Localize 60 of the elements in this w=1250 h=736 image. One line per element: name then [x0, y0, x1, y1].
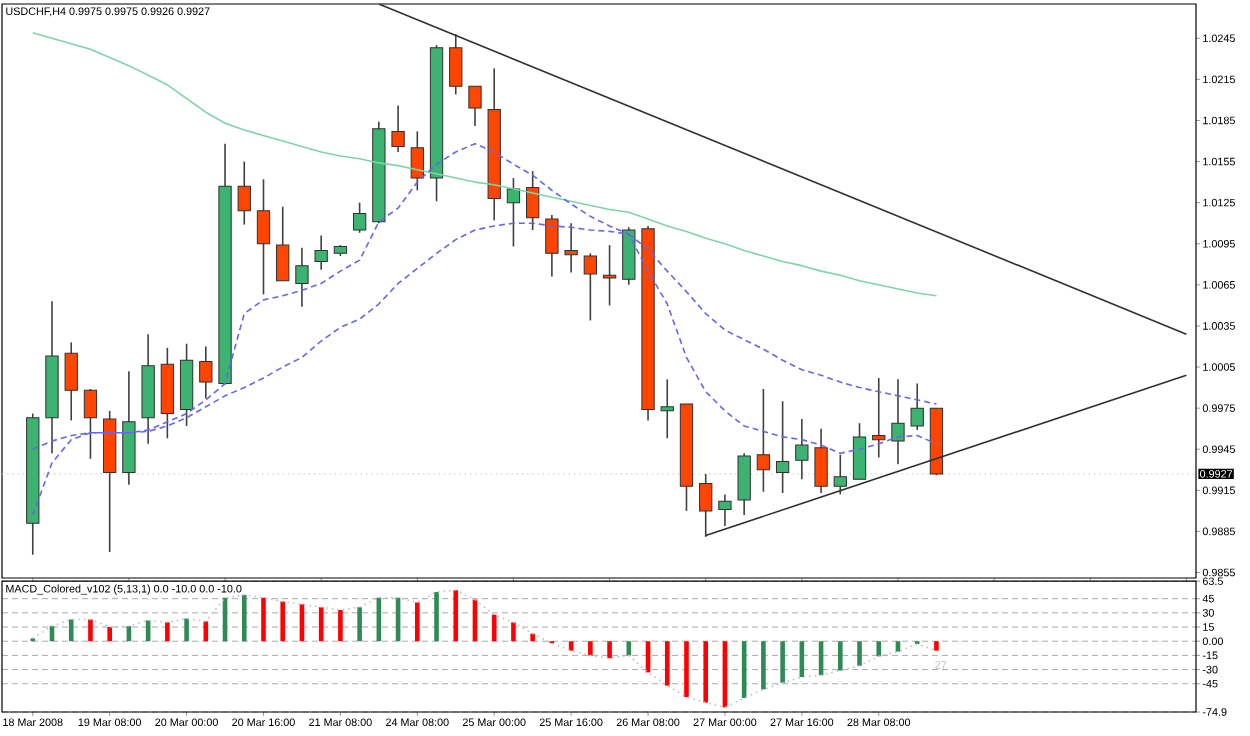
candlestick [391, 104, 405, 153]
bar [165, 622, 170, 642]
bar [588, 641, 593, 656]
candlestick [814, 427, 828, 494]
candlestick [545, 214, 559, 278]
candlestick [756, 388, 771, 493]
candlestick [910, 382, 924, 431]
bar [780, 641, 785, 683]
candlestick [891, 378, 905, 466]
candlestick [237, 160, 251, 226]
bar [761, 641, 766, 690]
candlestick [352, 201, 367, 234]
candlestick [564, 222, 578, 274]
candlestick [718, 493, 732, 527]
bar [261, 597, 266, 642]
bar [357, 607, 362, 642]
bar [338, 610, 343, 642]
candlestick [410, 130, 424, 192]
bar [184, 618, 189, 642]
candlestick [602, 244, 617, 307]
bar [837, 641, 843, 671]
candlestick [852, 422, 867, 481]
candlestick [83, 388, 98, 460]
bar [607, 641, 612, 659]
bar [88, 619, 93, 642]
bar [453, 590, 459, 642]
bar [68, 619, 74, 642]
bar [684, 641, 689, 697]
bar [415, 602, 420, 642]
bar [703, 641, 709, 703]
bar [511, 622, 516, 642]
candlestick [314, 234, 328, 271]
candlestick [660, 378, 674, 440]
candlestick [833, 453, 847, 496]
bar [876, 641, 882, 657]
candlestick [737, 452, 751, 516]
bar [530, 633, 535, 642]
bar [107, 627, 112, 642]
bar [280, 601, 286, 642]
bar [664, 641, 670, 686]
bar [934, 641, 939, 651]
bar [895, 641, 901, 652]
bar [434, 592, 439, 642]
candlestick [468, 85, 482, 127]
candlestick [199, 345, 213, 400]
candlestick [526, 170, 540, 231]
candlestick [295, 247, 309, 308]
candlestick [872, 377, 886, 459]
candlestick [775, 400, 790, 494]
candlestick [449, 33, 463, 96]
candlestick [583, 252, 597, 322]
candlestick [256, 178, 271, 296]
candlestick [795, 418, 809, 481]
candlestick [64, 341, 78, 422]
bar [857, 641, 862, 666]
candlestick [276, 205, 290, 282]
bar [241, 594, 247, 642]
bar [491, 614, 497, 642]
bar [626, 641, 632, 656]
candlestick [506, 177, 521, 248]
